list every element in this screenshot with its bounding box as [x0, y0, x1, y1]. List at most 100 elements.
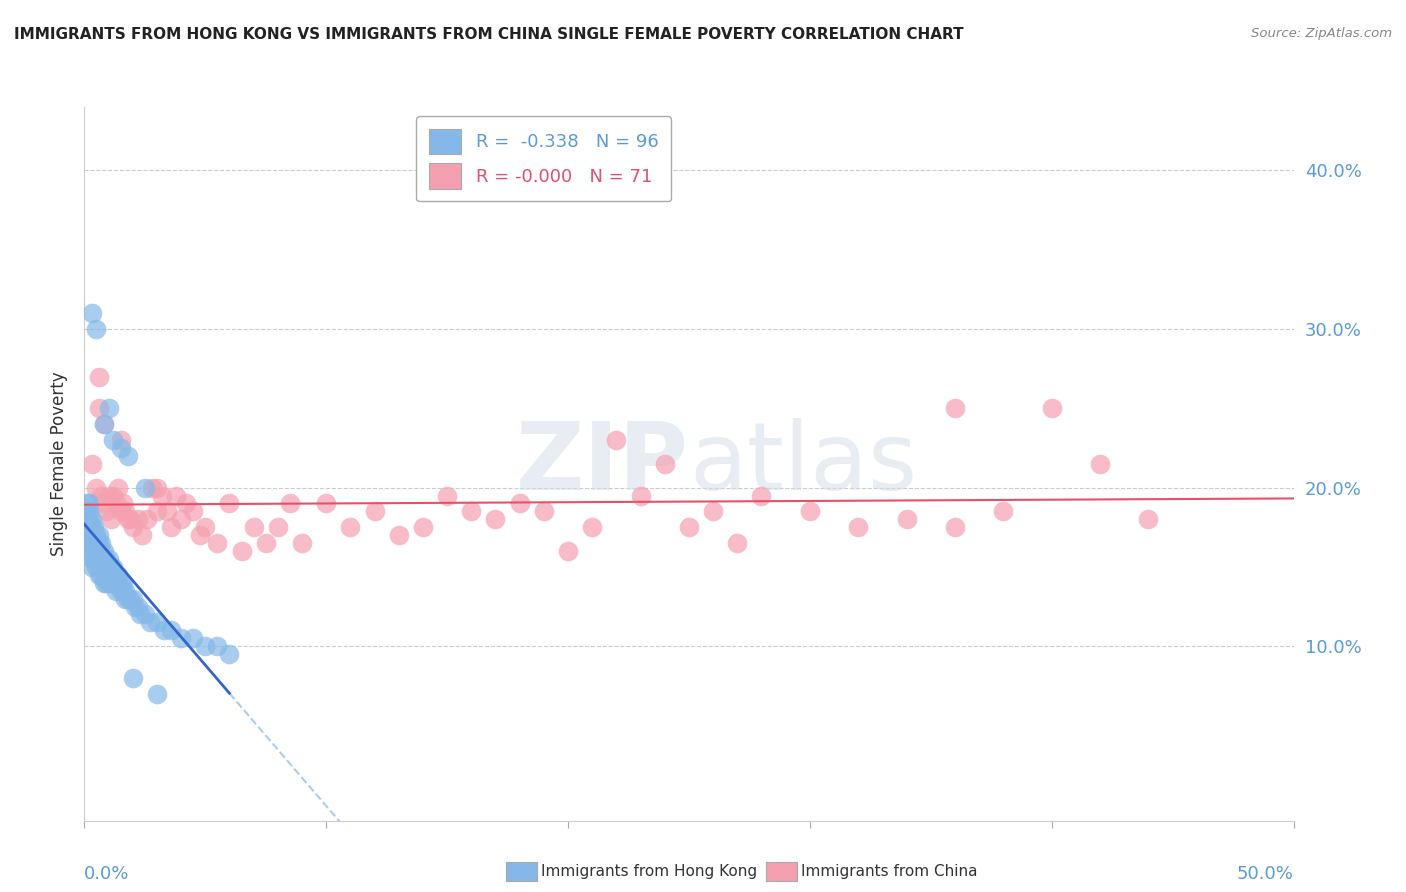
Point: [77, 536, 100, 550]
Point: [90, 560, 112, 574]
Point: [114, 583, 136, 598]
Point: [86, 322, 108, 336]
Point: [114, 504, 136, 518]
Point: [77, 504, 100, 518]
Point: [509, 496, 531, 510]
Point: [87, 552, 110, 566]
Text: Immigrants from Hong Kong: Immigrants from Hong Kong: [541, 864, 758, 879]
Point: [114, 591, 136, 606]
Point: [129, 607, 152, 622]
Point: [77, 528, 100, 542]
Point: [170, 632, 193, 646]
Point: [94, 504, 117, 518]
Point: [93, 544, 115, 558]
Point: [90, 536, 112, 550]
Point: [83, 544, 105, 558]
Point: [120, 591, 142, 606]
Point: [146, 481, 169, 495]
Point: [846, 520, 869, 534]
Point: [76, 512, 98, 526]
Point: [131, 528, 153, 542]
Point: [80, 536, 103, 550]
Point: [799, 504, 821, 518]
Point: [278, 496, 301, 510]
Point: [93, 417, 115, 432]
Point: [896, 512, 918, 526]
Point: [86, 552, 108, 566]
Point: [83, 552, 105, 566]
Point: [90, 552, 112, 566]
Point: [103, 560, 125, 574]
Point: [94, 560, 117, 574]
Point: [104, 496, 127, 510]
Point: [93, 567, 115, 582]
Point: [557, 544, 579, 558]
Point: [141, 481, 163, 495]
Point: [110, 433, 132, 447]
Point: [231, 544, 253, 558]
Point: [218, 496, 240, 510]
Point: [155, 504, 177, 518]
Point: [267, 520, 290, 534]
Point: [80, 544, 103, 558]
Point: [605, 433, 627, 447]
Point: [533, 504, 555, 518]
Point: [194, 520, 217, 534]
Point: [87, 567, 110, 582]
Point: [107, 567, 129, 582]
Point: [97, 401, 120, 416]
Point: [83, 536, 105, 550]
Point: [77, 544, 100, 558]
Point: [110, 441, 132, 455]
Point: [100, 560, 122, 574]
Point: [207, 536, 229, 550]
Point: [87, 369, 110, 384]
Point: [86, 536, 108, 550]
Point: [160, 520, 183, 534]
Point: [1040, 401, 1063, 416]
Point: [181, 504, 204, 518]
Point: [80, 306, 103, 320]
Point: [100, 575, 122, 590]
Point: [80, 552, 103, 566]
Point: [90, 567, 112, 582]
Point: [160, 624, 183, 638]
Point: [87, 536, 110, 550]
Point: [112, 583, 135, 598]
Point: [103, 433, 125, 447]
Point: [100, 512, 122, 526]
Point: [121, 591, 143, 606]
Point: [412, 520, 434, 534]
Point: [80, 520, 103, 534]
Point: [127, 599, 149, 614]
Point: [107, 575, 129, 590]
Point: [751, 489, 773, 503]
Point: [174, 496, 197, 510]
Point: [136, 512, 159, 526]
Point: [194, 639, 217, 653]
Text: 50.0%: 50.0%: [1237, 865, 1294, 883]
Point: [76, 496, 98, 510]
Point: [363, 504, 385, 518]
Point: [146, 504, 169, 518]
Point: [80, 512, 103, 526]
Point: [97, 489, 120, 503]
Point: [80, 457, 103, 471]
Point: [134, 607, 156, 622]
Point: [120, 512, 142, 526]
Point: [93, 575, 115, 590]
Point: [117, 449, 139, 463]
Point: [94, 552, 117, 566]
Point: [100, 567, 122, 582]
Point: [153, 624, 176, 638]
Point: [725, 536, 748, 550]
Text: atlas: atlas: [689, 417, 917, 510]
Point: [90, 489, 112, 503]
Point: [87, 528, 110, 542]
Point: [190, 528, 212, 542]
Point: [993, 504, 1015, 518]
Y-axis label: Single Female Poverty: Single Female Poverty: [51, 372, 69, 556]
Point: [86, 528, 108, 542]
Point: [146, 615, 169, 630]
Point: [86, 560, 108, 574]
